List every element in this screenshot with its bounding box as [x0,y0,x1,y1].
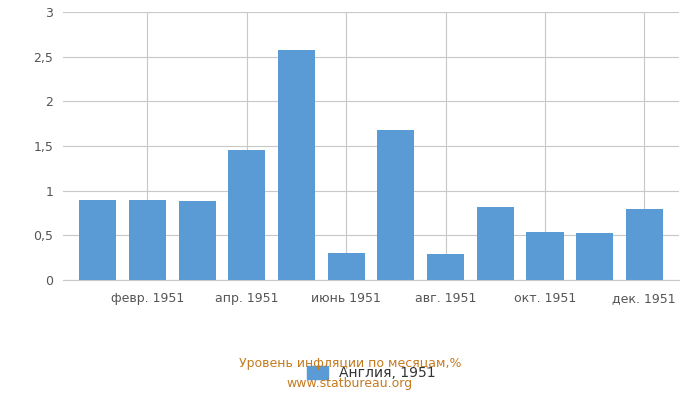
Bar [228,150,265,280]
Text: Уровень инфляции по месяцам,%: Уровень инфляции по месяцам,% [239,358,461,370]
Bar [526,232,564,280]
Bar [178,201,216,280]
Bar [626,208,663,280]
Bar [328,253,365,280]
Bar [278,50,315,280]
Bar [377,130,414,280]
Bar [576,233,613,280]
Bar [477,207,514,280]
Legend: Англия, 1951: Англия, 1951 [301,360,441,386]
Bar [129,200,166,280]
Bar [427,254,464,280]
Bar [79,200,116,280]
Text: www.statbureau.org: www.statbureau.org [287,378,413,390]
